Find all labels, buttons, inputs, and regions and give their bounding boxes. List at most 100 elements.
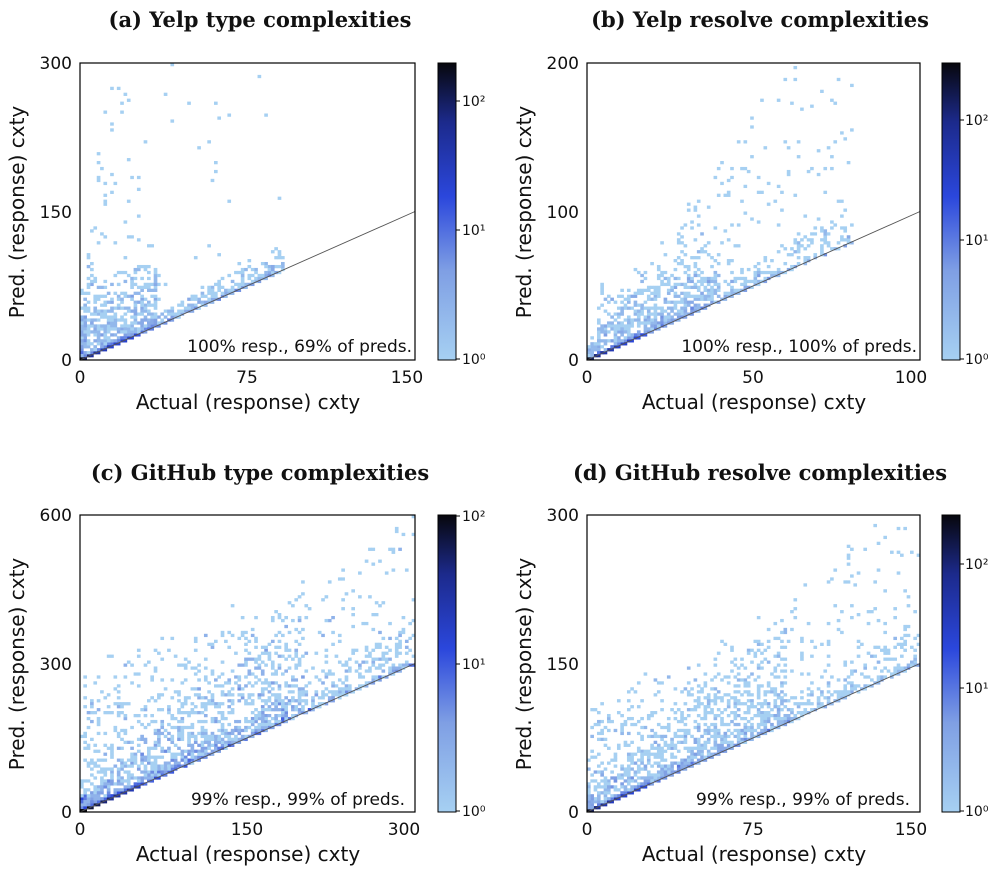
panel-a-bin-153	[93, 327, 98, 331]
panel-b-bin-619	[596, 333, 601, 337]
panel-d-bin-718	[763, 699, 768, 703]
panel-c-bin-980	[193, 705, 198, 709]
panel-d-bin-310	[713, 743, 718, 747]
panel-a-bin-87	[103, 330, 108, 334]
panel-b-bin-245	[816, 172, 821, 177]
panel-d-bin-448	[850, 604, 854, 608]
panel-d-bin-52	[716, 743, 721, 747]
panel-c-bin-142	[163, 773, 168, 777]
panel-b-bin-441	[606, 300, 611, 304]
panel-c-bin-417	[398, 642, 402, 646]
panel-b-bin-138	[663, 324, 668, 328]
panel-c-bin-957	[257, 666, 262, 670]
panel-c-bin-847	[83, 758, 87, 762]
panel-c-bin-405	[341, 690, 345, 694]
panel-c-bin-997	[163, 770, 168, 774]
panel-c-bin-391	[371, 675, 376, 679]
panel-c-bin-777	[237, 663, 242, 667]
panel-c-bin-897	[214, 705, 218, 709]
panel-b-bin-449	[663, 276, 668, 281]
panel-d-bin-32	[683, 702, 688, 706]
panel-a-bin-480	[103, 294, 108, 298]
panel-d-bin-912	[616, 711, 621, 715]
panel-c-bin-368	[133, 755, 138, 759]
panel-d-bin-146	[670, 761, 674, 765]
panel-d-bin-632	[863, 675, 868, 679]
panel-d-bin-829	[820, 690, 824, 694]
panel-c-bin-1163	[250, 699, 255, 703]
panel-a-bin-491	[123, 312, 128, 316]
panel-c-bin-688	[150, 713, 154, 718]
panel-a-bin-517	[110, 282, 114, 287]
panel-c-bin-859	[200, 705, 205, 709]
panel-d-bin-584	[587, 800, 591, 804]
panel-c-bin-907	[327, 669, 332, 673]
panel-d-bin-719	[836, 690, 841, 694]
panel-c-bin-46	[93, 803, 98, 807]
panel-c-bin-289	[157, 693, 161, 697]
panel-d-bin-484	[666, 716, 671, 721]
panel-c-bin-429	[116, 711, 121, 715]
panel-a-bin-368	[240, 270, 245, 275]
panel-c-bin-332	[203, 675, 208, 679]
panel-d-bin-776	[783, 693, 788, 697]
panel-d-bin-566	[733, 702, 738, 706]
panel-b-bin-277	[666, 282, 671, 287]
panel-c-bin-199	[200, 734, 205, 739]
panel-d-bin-340	[770, 722, 774, 727]
panel-c-bin-946	[257, 678, 262, 682]
panel-c-bin-338	[214, 678, 218, 682]
panel-c-bin-690	[100, 785, 104, 789]
panel-a-bin-107	[247, 276, 252, 281]
panel-c-bin-150	[123, 791, 128, 795]
panel-d-bin-1030	[913, 648, 917, 652]
panel-b-bin-356	[776, 184, 781, 189]
panel-d-bin-254	[843, 696, 848, 700]
panel-d-bin-794	[646, 761, 651, 765]
panel-c-bin-914	[93, 794, 98, 798]
panel-d-bin-922	[596, 731, 601, 736]
panel-d-bin-362	[750, 734, 754, 739]
panel-d-bin-598	[626, 699, 631, 703]
panel-d-bin-320	[640, 734, 644, 739]
panel-c-bin-185	[103, 773, 108, 777]
panel-c-bin-1099	[324, 618, 329, 623]
panel-d-bin-292	[726, 702, 731, 706]
panel-b-bin-420	[646, 309, 651, 313]
panel-a-bin-359	[130, 175, 134, 180]
panel-d-bin-92	[670, 773, 674, 777]
panel-a-bin-449	[140, 264, 144, 269]
panel-d-bin-575	[596, 782, 601, 786]
panel-d-bin-975	[683, 746, 688, 750]
panel-c-bin-536	[140, 737, 144, 742]
panel-d-bin-836	[900, 642, 904, 646]
panel-d-bin-237	[720, 678, 724, 682]
panel-c-bin-728	[254, 666, 258, 670]
panel-d-bin-1009	[673, 711, 678, 715]
panel-c-bin-3	[147, 779, 151, 783]
panel-c-bin-330	[83, 788, 87, 792]
panel-c-bin-1121	[157, 651, 161, 655]
panel-c-bin-1130	[106, 654, 111, 658]
panel-d-bin-843	[623, 770, 628, 774]
panel-d-bin-519	[686, 681, 691, 685]
panel-d-bin-104	[670, 770, 674, 774]
panel-c-bin-916	[247, 672, 252, 676]
panel-a-bin-106	[140, 324, 144, 328]
panel-c-bin-262	[106, 797, 111, 801]
panel-d-bin-481	[713, 728, 718, 733]
panel-a-bin-151	[93, 345, 98, 349]
panel-d-bin-180	[736, 743, 741, 747]
panel-d-bin-1024	[646, 734, 651, 739]
panel-c-bin-235	[86, 761, 91, 765]
panel-c-bin-1081	[378, 642, 382, 646]
panel-d-bin-12	[760, 731, 764, 736]
panel-c-bin-624	[110, 779, 114, 783]
panel-c-bin-45	[197, 678, 201, 682]
panel-d-bin-896	[623, 773, 628, 777]
panel-b-cbtick-2: 10²	[965, 113, 988, 129]
panel-c-bin-2	[110, 794, 114, 798]
panel-a-bin-272	[264, 264, 268, 269]
panel-b-bin-27	[850, 241, 854, 245]
panel-c-bin-1184	[267, 696, 272, 700]
